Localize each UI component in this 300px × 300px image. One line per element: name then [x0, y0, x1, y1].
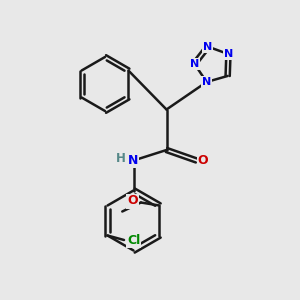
Text: O: O: [127, 194, 138, 208]
Text: N: N: [128, 154, 138, 167]
Text: O: O: [198, 154, 208, 167]
Text: N: N: [202, 77, 211, 87]
Text: N: N: [224, 49, 233, 59]
Text: N: N: [203, 42, 212, 52]
Text: Cl: Cl: [127, 233, 140, 247]
Text: N: N: [190, 59, 199, 69]
Text: H: H: [116, 152, 126, 165]
